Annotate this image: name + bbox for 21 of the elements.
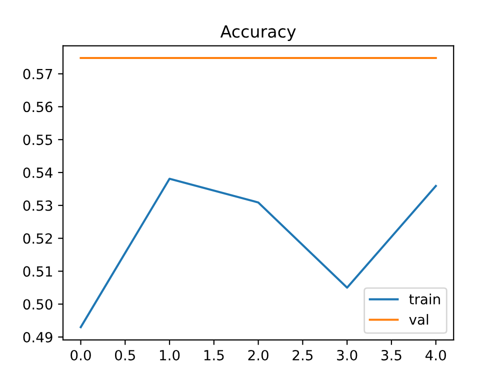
x-tick-label: 3.0 bbox=[337, 350, 358, 360]
y-tick-label: 0.50 bbox=[23, 299, 52, 310]
y-tick-label: 0.57 bbox=[23, 68, 52, 80]
x-tick-label: 0.5 bbox=[115, 350, 135, 360]
x-tick-label: 2.0 bbox=[248, 350, 268, 360]
x-tick-label: 4.0 bbox=[425, 350, 446, 360]
y-tick-label: 0.49 bbox=[23, 332, 52, 342]
y-tick-label: 0.53 bbox=[23, 200, 52, 211]
y-tick-label: 0.56 bbox=[23, 102, 52, 112]
chart-title: Accuracy bbox=[220, 25, 296, 41]
legend-label: val bbox=[409, 314, 428, 325]
y-tick-label: 0.51 bbox=[23, 266, 52, 277]
x-tick-label: 1.0 bbox=[160, 350, 180, 360]
y-tick-label: 0.55 bbox=[23, 134, 52, 146]
x-tick-label: 0.0 bbox=[70, 350, 91, 360]
x-tick-label: 1.5 bbox=[204, 350, 224, 360]
y-tick-label: 0.54 bbox=[23, 167, 52, 178]
legend-label: train bbox=[409, 294, 440, 304]
x-tick-label: 3.5 bbox=[381, 350, 402, 360]
y-tick-label: 0.52 bbox=[23, 233, 52, 244]
x-tick-label: 2.5 bbox=[292, 350, 313, 360]
